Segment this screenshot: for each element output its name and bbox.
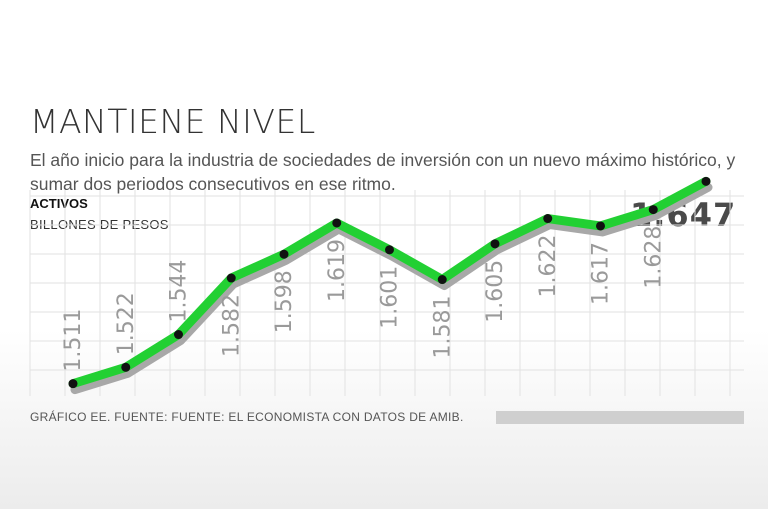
data-label: 1.622	[536, 235, 561, 298]
data-point	[385, 245, 394, 255]
source-note: GRÁFICO EE. FUENTE: FUENTE: EL ECONOMIST…	[30, 410, 464, 424]
data-label: 1.598	[272, 270, 297, 333]
data-label: 1.522	[114, 292, 139, 355]
data-label: 1.601	[378, 266, 403, 329]
data-point	[648, 205, 658, 215]
source-bar	[496, 411, 744, 424]
y-axis-label: ACTIVOS	[30, 196, 88, 211]
data-point	[68, 379, 78, 389]
data-point	[701, 176, 711, 186]
chart-subtitle: El año inicio para la industria de socie…	[30, 150, 736, 194]
data-point	[226, 273, 236, 283]
data-label: 1.511	[61, 309, 86, 372]
data-points	[68, 176, 711, 389]
data-point	[596, 221, 605, 231]
data-label: 1.581	[430, 296, 455, 359]
data-point	[543, 214, 553, 224]
data-label: 1.617	[589, 242, 614, 305]
data-label: 1.619	[325, 239, 350, 302]
chart-title: MANTIENE NIVEL	[30, 102, 316, 141]
data-point	[332, 218, 342, 228]
data-label: 1.582	[219, 294, 244, 357]
data-labels: 1.511 1.522 1.544 1.582 1.598 1.619 1.601 1.581…	[61, 226, 666, 372]
data-label: 1.628	[641, 226, 666, 289]
data-label: 1.605	[483, 260, 508, 323]
data-point	[490, 239, 500, 249]
data-point	[121, 362, 131, 372]
data-point	[279, 249, 289, 259]
data-point	[437, 275, 447, 285]
data-label: 1.544	[167, 260, 192, 323]
data-point	[174, 330, 183, 340]
